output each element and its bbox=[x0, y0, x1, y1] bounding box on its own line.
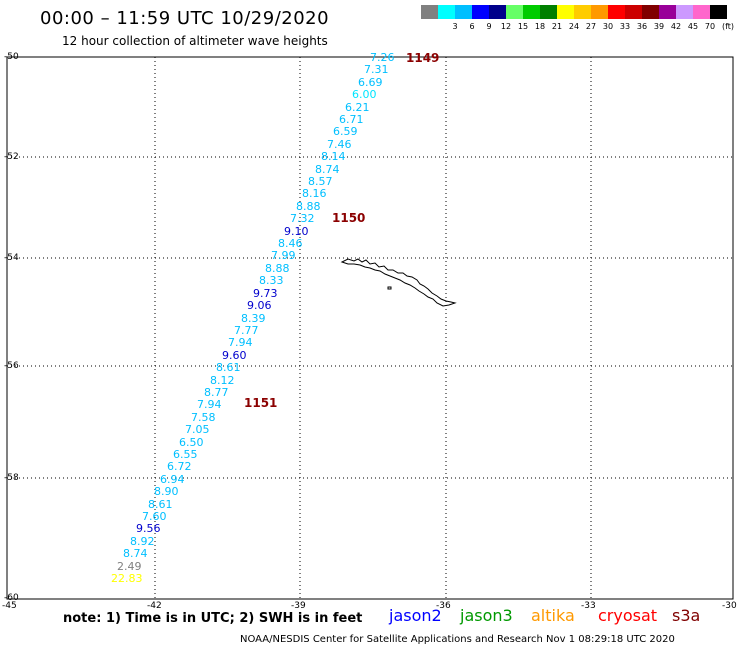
latitude-label: -54 bbox=[4, 253, 19, 263]
south-georgia-island-outline bbox=[340, 258, 457, 307]
wave-height-value: 7.77 bbox=[234, 324, 259, 337]
wave-height-value: 8.77 bbox=[204, 386, 229, 399]
wave-height-value: 8.16 bbox=[302, 187, 327, 200]
wave-height-value: 7.26 bbox=[370, 51, 395, 64]
wave-height-value: 8.14 bbox=[321, 150, 346, 163]
wave-height-value: 6.71 bbox=[339, 113, 364, 126]
map-frame bbox=[6, 56, 734, 600]
legend-label: 45 bbox=[687, 22, 699, 31]
orbit-label: 1150 bbox=[332, 211, 366, 225]
wave-height-value: 8.39 bbox=[241, 312, 266, 325]
latitude-label: -56 bbox=[4, 361, 19, 371]
wave-height-value: 7.05 bbox=[185, 423, 210, 436]
wave-height-value: 8.88 bbox=[265, 262, 290, 275]
satellite-key-jason2: jason2 bbox=[389, 606, 442, 625]
wave-height-value: 8.74 bbox=[123, 547, 148, 560]
wave-height-value: 2.49 bbox=[117, 560, 142, 573]
wave-height-value: 6.55 bbox=[173, 448, 198, 461]
wave-height-value: 8.61 bbox=[216, 361, 241, 374]
longitude-label: -42 bbox=[147, 601, 162, 611]
legend-label: 12 bbox=[500, 22, 512, 31]
satellite-key-cryosat: cryosat bbox=[598, 606, 658, 625]
legend-label: 27 bbox=[585, 22, 597, 31]
latitude-label: -60 bbox=[4, 593, 19, 603]
wave-height-value: 7.99 bbox=[271, 249, 296, 262]
wave-height-value: 6.69 bbox=[358, 76, 383, 89]
legend-label: 36 bbox=[636, 22, 648, 31]
wave-height-value: 7.94 bbox=[228, 336, 253, 349]
legend-label: 21 bbox=[551, 22, 563, 31]
wave-height-value: 9.06 bbox=[247, 299, 272, 312]
longitude-label: -45 bbox=[2, 601, 17, 611]
orbit-label: 1149 bbox=[406, 51, 440, 65]
wave-height-value: 7.60 bbox=[142, 510, 167, 523]
wave-height-value: 6.21 bbox=[345, 101, 370, 114]
wave-height-value: 8.90 bbox=[154, 485, 179, 498]
wave-height-value: 8.74 bbox=[315, 163, 340, 176]
wave-height-value: 22.83 bbox=[111, 572, 143, 585]
legend-label: 39 bbox=[653, 22, 665, 31]
wave-height-value: 9.73 bbox=[253, 287, 278, 300]
wave-height-value: 7.32 bbox=[290, 212, 315, 225]
wave-height-value: 8.61 bbox=[148, 498, 173, 511]
wave-height-value: 6.00 bbox=[352, 88, 377, 101]
wave-height-value: 8.12 bbox=[210, 374, 235, 387]
legend-label: 6 bbox=[469, 22, 475, 31]
longitude-label: -36 bbox=[436, 601, 451, 611]
longitude-label: -33 bbox=[581, 601, 596, 611]
legend-label: 42 bbox=[670, 22, 682, 31]
longitude-label: -39 bbox=[291, 601, 306, 611]
latitude-label: -52 bbox=[4, 152, 19, 162]
wave-height-value: 6.59 bbox=[333, 125, 358, 138]
satellite-key-s3a: s3a bbox=[672, 606, 701, 625]
wave-height-value: 6.72 bbox=[167, 460, 192, 473]
page-title: 00:00 – 11:59 UTC 10/29/2020 bbox=[40, 8, 330, 29]
wave-height-value: 8.57 bbox=[308, 175, 333, 188]
legend-unit: (ft) bbox=[722, 22, 735, 31]
legend-label: 30 bbox=[602, 22, 614, 31]
latitude-label: -50 bbox=[4, 52, 19, 62]
legend-label: 18 bbox=[534, 22, 546, 31]
legend-label: 33 bbox=[619, 22, 631, 31]
wave-height-value: 7.31 bbox=[364, 63, 389, 76]
legend-label: 15 bbox=[517, 22, 529, 31]
satellite-key-jason3: jason3 bbox=[460, 606, 513, 625]
wave-height-value: 7.46 bbox=[327, 138, 352, 151]
legend-label: 24 bbox=[568, 22, 580, 31]
longitude-label: -30 bbox=[722, 601, 737, 611]
latitude-label: -58 bbox=[4, 473, 19, 483]
wave-height-value: 9.56 bbox=[136, 522, 161, 535]
wave-height-value: 6.50 bbox=[179, 436, 204, 449]
wave-height-value: 8.92 bbox=[130, 535, 155, 548]
legend-label: 3 bbox=[452, 22, 458, 31]
footnote: note: 1) Time is in UTC; 2) SWH is in fe… bbox=[63, 611, 363, 626]
island-islet bbox=[387, 286, 392, 290]
legend-label: 70 bbox=[704, 22, 716, 31]
wave-height-value: 8.33 bbox=[259, 274, 284, 287]
wave-height-value: 7.58 bbox=[191, 411, 216, 424]
legend-swatch bbox=[710, 5, 728, 19]
wave-height-value: 6.94 bbox=[160, 473, 185, 486]
orbit-label: 1151 bbox=[244, 396, 278, 410]
satellite-key-altika: altika bbox=[531, 606, 575, 625]
page-subtitle: 12 hour collection of altimeter wave hei… bbox=[62, 34, 328, 48]
wave-height-value: 7.94 bbox=[197, 398, 222, 411]
grid-lines bbox=[7, 57, 733, 599]
wave-height-value: 8.88 bbox=[296, 200, 321, 213]
wave-height-value: 8.46 bbox=[278, 237, 303, 250]
wave-height-value: 9.10 bbox=[284, 225, 309, 238]
wave-height-value: 9.60 bbox=[222, 349, 247, 362]
legend-label: 9 bbox=[486, 22, 492, 31]
credit-line: NOAA/NESDIS Center for Satellite Applica… bbox=[240, 634, 675, 645]
